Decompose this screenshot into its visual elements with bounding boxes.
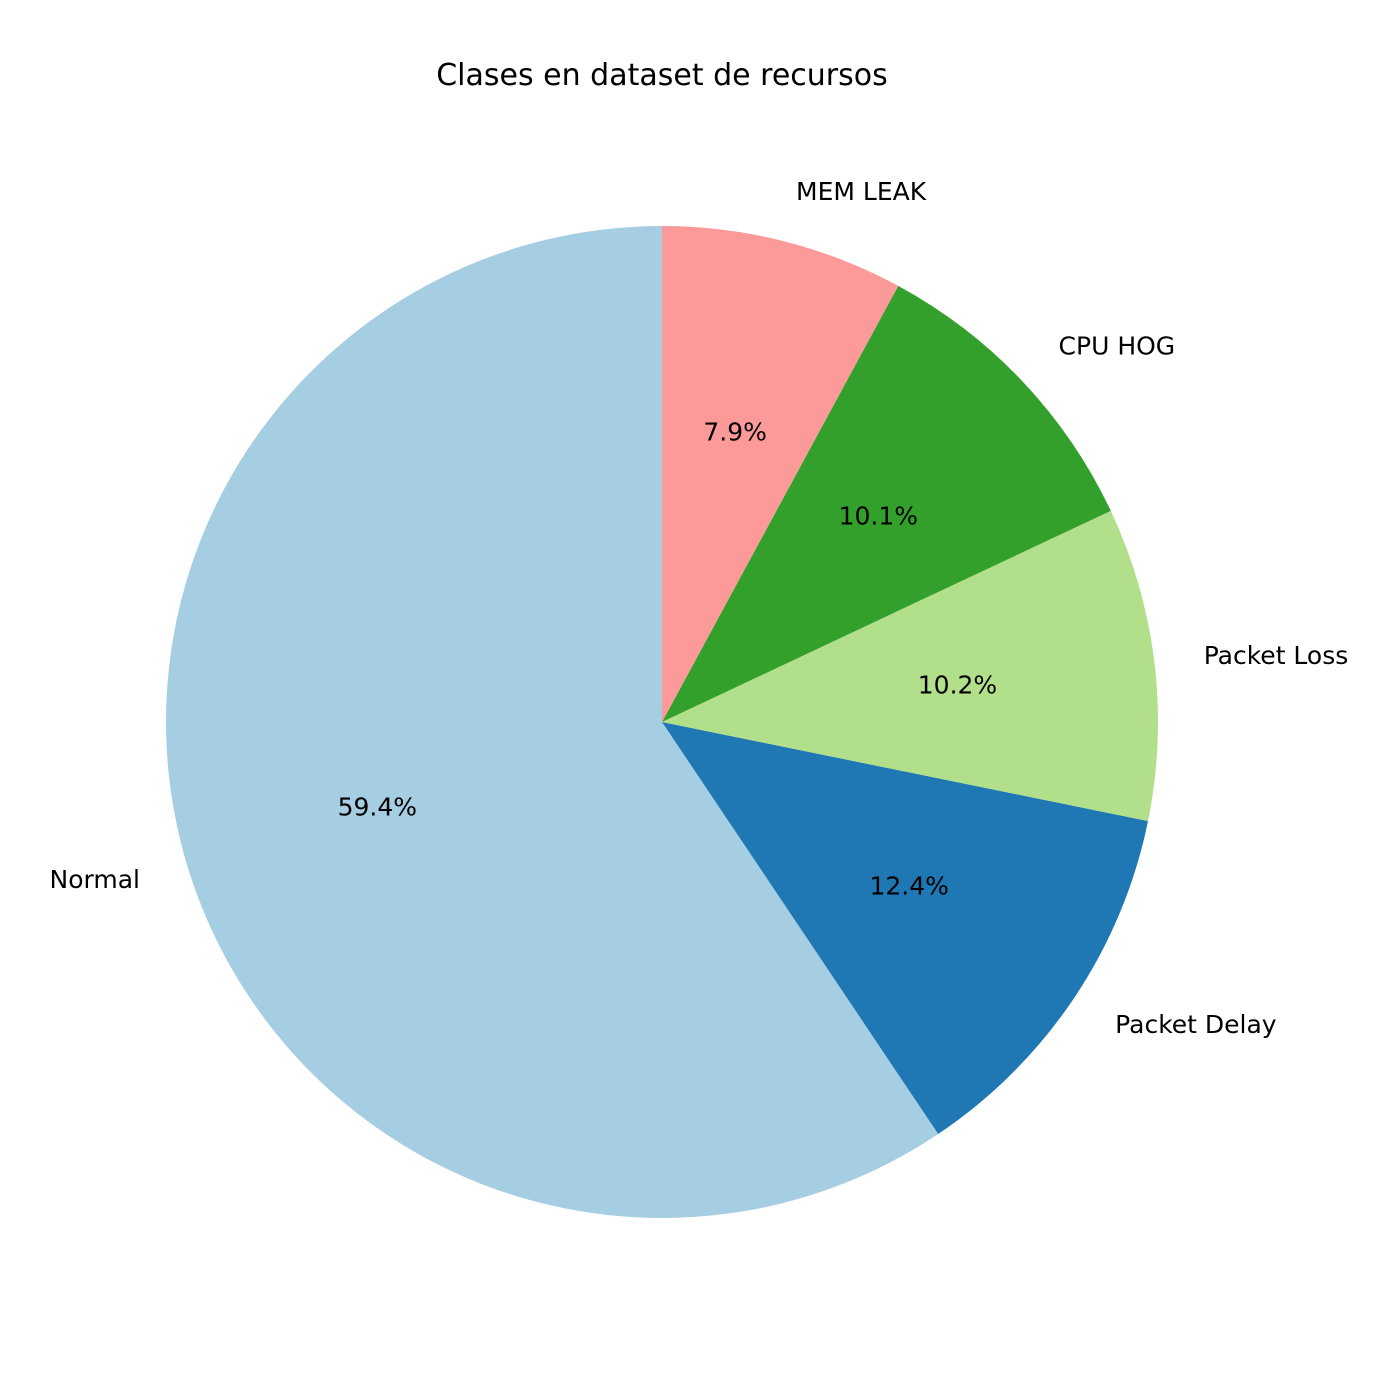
slice-label: CPU HOG (1059, 331, 1176, 360)
slice-percent-label: 10.2% (918, 671, 997, 700)
slice-label: Normal (50, 865, 140, 894)
pie-slice-normal (165, 226, 939, 1218)
slice-percent-label: 7.9% (703, 418, 767, 447)
pie-slice-packet-loss (662, 510, 1158, 822)
slice-label: Packet Delay (1115, 1010, 1277, 1039)
pie-slice-cpu-hog (662, 285, 1111, 722)
chart-title: Clases en dataset de recursos (436, 58, 888, 93)
pie-slice-packet-delay (662, 722, 1149, 1134)
pie-slices (165, 226, 1158, 1218)
slice-label: MEM LEAK (796, 177, 927, 206)
slice-percent-label: 12.4% (869, 872, 948, 901)
pie-labels: Normal 59.4% Packet Delay 12.4% Packet Loss 1… (50, 177, 1349, 1039)
pie-slice-mem-leak (662, 226, 899, 722)
slice-percent-label: 10.1% (839, 502, 918, 531)
slice-label: Packet Loss (1204, 641, 1349, 670)
slice-percent-label: 59.4% (338, 793, 417, 822)
